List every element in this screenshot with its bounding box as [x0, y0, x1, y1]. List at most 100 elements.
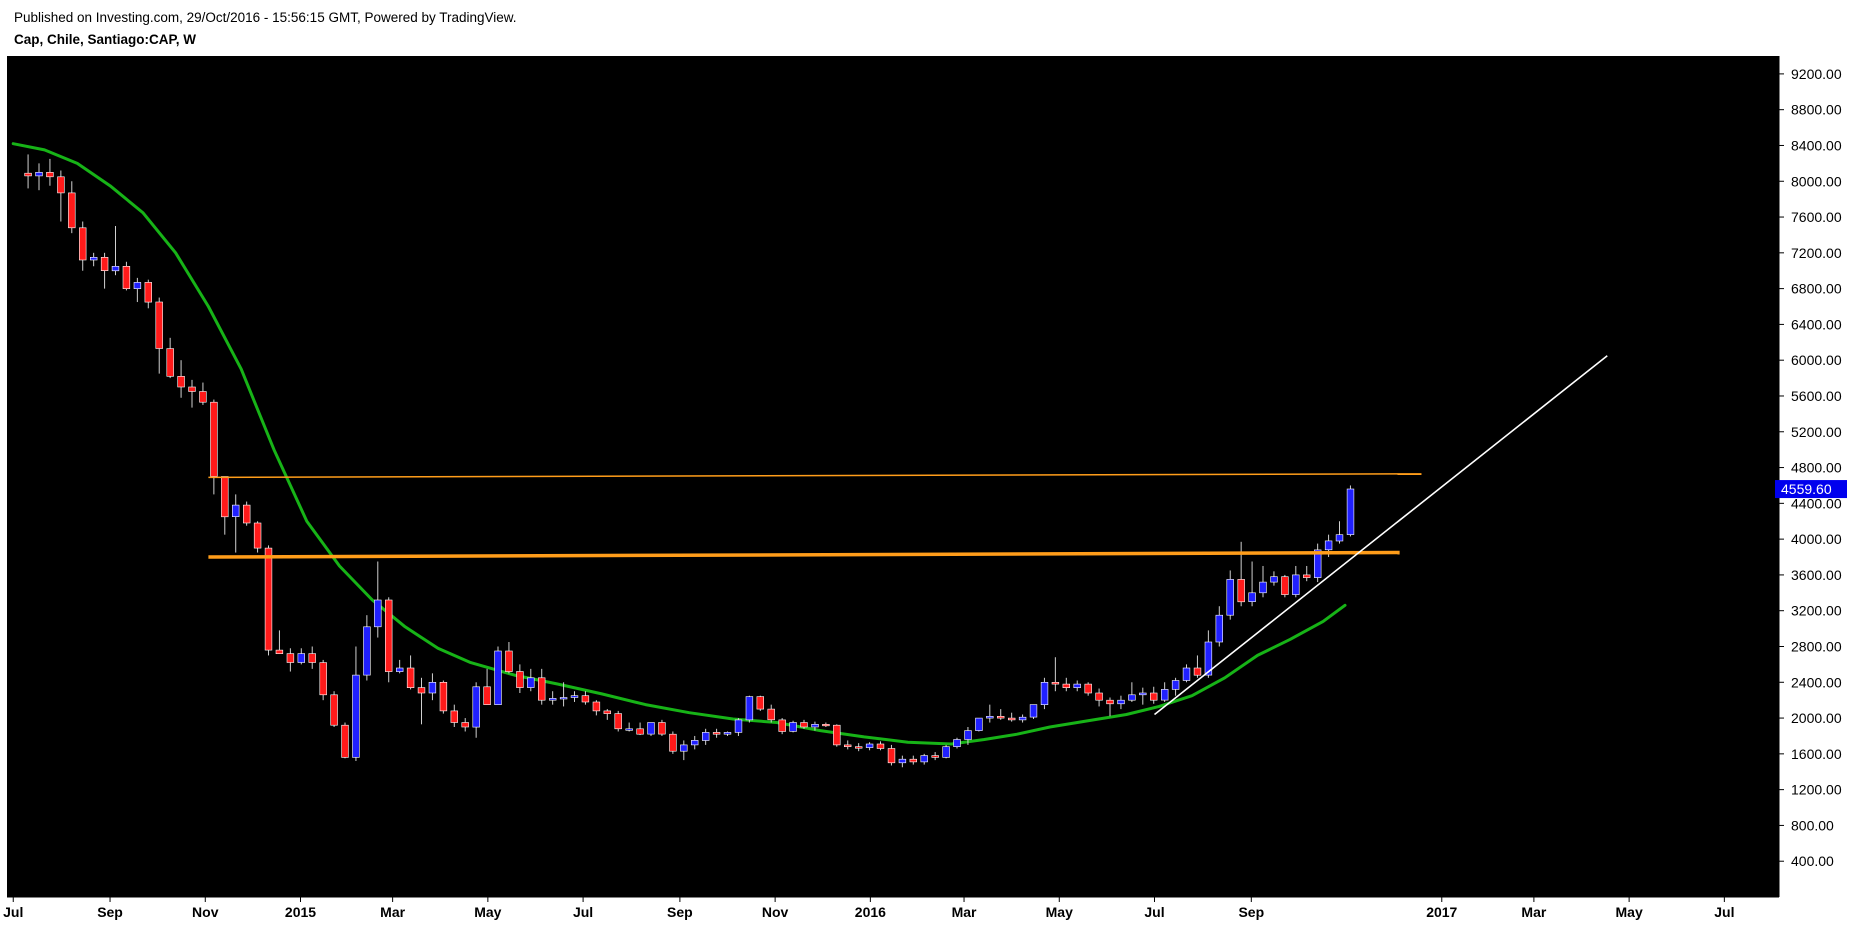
candle-body-up: [1161, 689, 1169, 701]
candle: [46, 158, 54, 186]
candle-body-down: [1281, 576, 1289, 595]
candle-body-up: [1335, 534, 1344, 542]
candle-body-up: [1346, 488, 1355, 535]
candle-body-up: [789, 722, 797, 732]
time-tick-label: Mar: [380, 904, 405, 920]
candle: [996, 709, 1005, 720]
moving-average-layer: [11, 142, 1347, 746]
candle: [144, 279, 152, 309]
price-tick-label: 2800.00: [1791, 638, 1842, 654]
candle: [439, 680, 448, 714]
candle: [1062, 677, 1071, 692]
candle: [712, 728, 721, 738]
candle-body-up: [865, 743, 874, 748]
trend-line-line: [1154, 355, 1608, 716]
moving-average-line: [11, 142, 1347, 746]
candle: [286, 648, 295, 672]
candle-body-up: [395, 667, 404, 672]
candle-body-down: [406, 667, 415, 689]
candle-body-down: [308, 653, 316, 663]
candle-body-down: [417, 687, 426, 694]
candle: [570, 691, 579, 702]
time-tick-label: Sep: [97, 904, 123, 920]
candle-body-down: [996, 715, 1005, 719]
candle: [1139, 687, 1147, 705]
price-tick-label: 6000.00: [1791, 352, 1842, 368]
candle: [614, 710, 622, 732]
candle-body-down: [1051, 681, 1060, 685]
candles-layer: [24, 154, 1355, 768]
time-axis[interactable]: Jul Sep Nov 2015 Mar May Jul Sep Nov 2016 Mar May Ju…: [3, 896, 1779, 920]
candle: [472, 682, 480, 738]
candle-body-up: [975, 717, 983, 731]
time-tick-label: 2015: [285, 904, 316, 920]
candle-body-down: [537, 677, 546, 701]
candle-body-up: [297, 653, 305, 663]
candle-body-up: [690, 740, 699, 746]
candle: [1335, 521, 1344, 544]
candle: [745, 695, 754, 723]
symbol-caption: Cap, Chile, Santiago:CAP, W: [14, 32, 197, 47]
candle-body-up: [232, 504, 240, 518]
candle-body-down: [221, 476, 229, 518]
candle-body-up: [647, 722, 655, 735]
published-caption: Published on Investing.com, 29/Oct/2016 …: [14, 10, 517, 25]
candle: [898, 755, 907, 768]
candle: [57, 170, 65, 222]
candle-body-down: [505, 650, 513, 672]
candle: [953, 737, 961, 749]
candle-body-down: [843, 744, 852, 748]
candle-body-up: [527, 677, 535, 688]
candle-body-down: [614, 713, 622, 730]
candle: [527, 668, 535, 692]
candle: [177, 360, 185, 398]
candle: [734, 718, 743, 736]
candle: [1259, 565, 1267, 598]
candle: [1281, 574, 1289, 598]
price-tick-label: 7200.00: [1791, 245, 1842, 261]
time-tick-label: Sep: [667, 904, 693, 920]
candle-body-up: [1139, 692, 1147, 696]
candle: [417, 677, 426, 725]
candle-body-down: [581, 695, 590, 703]
candle-body-up: [1314, 549, 1322, 578]
time-tick-label: Mar: [952, 904, 977, 920]
candle-body-down: [286, 653, 295, 663]
price-tick-label: 9200.00: [1791, 66, 1842, 82]
candle: [701, 728, 710, 745]
candle: [1182, 664, 1191, 683]
candle-body-down: [330, 694, 338, 726]
candle: [35, 163, 43, 191]
candle: [100, 252, 109, 289]
candle: [1150, 686, 1158, 704]
candle-body-up: [111, 265, 120, 272]
candle: [865, 742, 874, 751]
candle: [1161, 682, 1169, 702]
candle-body-down: [636, 728, 644, 735]
candle-body-down: [177, 375, 185, 388]
time-tick-label: 2017: [1426, 904, 1457, 920]
time-tick-label: May: [1616, 904, 1643, 920]
candle-body-up: [986, 715, 994, 719]
candle-body-up: [1117, 699, 1125, 705]
candle: [395, 659, 404, 674]
candle: [1073, 680, 1081, 692]
time-tick-label: Nov: [192, 904, 219, 920]
candle: [232, 494, 240, 553]
candle: [406, 655, 415, 690]
candle-body-down: [210, 401, 218, 477]
candle-body-down: [767, 708, 775, 721]
candle-body-down: [1007, 717, 1016, 721]
candle-body-down: [1237, 579, 1245, 603]
candle: [548, 691, 557, 705]
candle-body-down: [756, 696, 765, 710]
candle: [330, 691, 338, 728]
price-axis[interactable]: 400.00 800.00 1200.00 1600.00 2000.00 2400.00…: [1778, 56, 1842, 897]
candle: [767, 704, 775, 723]
candle: [319, 659, 327, 701]
candle: [1204, 630, 1213, 678]
candle-body-down: [100, 256, 109, 271]
candle: [975, 717, 983, 732]
candle-body-down: [876, 743, 885, 749]
